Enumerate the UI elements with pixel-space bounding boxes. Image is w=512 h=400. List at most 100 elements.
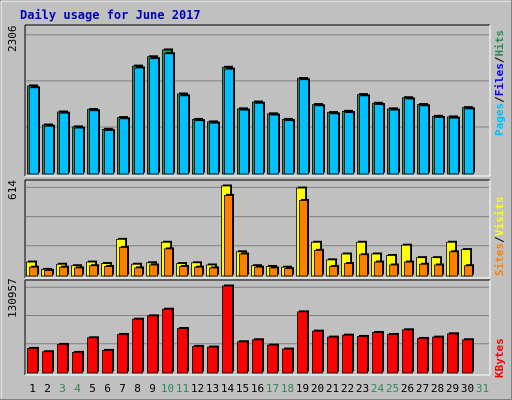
x-tick-label-30: 30	[461, 382, 474, 395]
side-label-separator: /	[493, 236, 506, 243]
x-tick-label-28: 28	[431, 382, 444, 395]
bar-files-10	[164, 53, 174, 175]
ymax-label-hits: 2306	[6, 26, 19, 53]
bar-kbytes-8	[132, 318, 143, 374]
x-tick-label-16: 16	[251, 382, 264, 395]
bar-files-8	[134, 67, 144, 175]
bar-sites-15	[239, 253, 248, 277]
x-tick-label-13: 13	[206, 382, 219, 395]
side-label-sites: Sites	[493, 243, 506, 276]
bar-sites-27	[419, 263, 428, 277]
bar-kbytes-11	[177, 328, 188, 374]
bar-kbytes-14	[222, 285, 233, 374]
bar-files-21	[329, 113, 339, 175]
x-tick-label-20: 20	[311, 382, 324, 395]
bar-kbytes-29	[447, 333, 458, 374]
bar-files-30	[464, 108, 474, 175]
x-tick-label-6: 6	[104, 382, 111, 395]
x-tick-label-5: 5	[89, 382, 96, 395]
bar-files-6	[104, 130, 114, 175]
bar-sites-6	[104, 266, 113, 277]
bar-sites-17	[269, 267, 278, 277]
x-tick-label-1: 1	[29, 382, 36, 395]
bar-kbytes-3	[57, 344, 68, 374]
bar-files-28	[434, 117, 444, 175]
side-label-files: Files	[493, 63, 506, 96]
x-tick-label-8: 8	[134, 382, 141, 395]
x-tick-label-9: 9	[149, 382, 156, 395]
side-labels-sites-visits: Sites/Visits	[493, 197, 506, 277]
side-label-pages: Pages	[493, 103, 506, 136]
side-label-separator: /	[493, 96, 506, 103]
bar-sites-22	[344, 263, 353, 277]
x-tick-label-21: 21	[326, 382, 339, 395]
ymax-label-visits: 614	[6, 180, 19, 200]
bar-kbytes-22	[342, 334, 353, 374]
x-tick-label-7: 7	[119, 382, 126, 395]
bar-sites-10	[164, 248, 173, 277]
bar-kbytes-19	[297, 311, 308, 374]
x-tick-label-2: 2	[44, 382, 51, 395]
bar-files-1	[29, 87, 39, 175]
bar-sites-21	[329, 266, 338, 277]
side-label-hits: Hits	[493, 30, 506, 57]
bar-files-4	[74, 127, 84, 175]
bar-kbytes-24	[372, 332, 383, 374]
bar-sites-7	[119, 247, 128, 277]
bar-files-9	[149, 58, 159, 175]
bar-kbytes-26	[402, 329, 413, 374]
bar-sites-25	[389, 264, 398, 277]
bar-files-2	[44, 125, 54, 175]
x-tick-label-31: 31	[476, 382, 489, 395]
side-label-kbytes: KBytes	[493, 338, 506, 378]
bar-kbytes-12	[192, 346, 203, 374]
bar-kbytes-16	[252, 339, 263, 374]
bar-sites-4	[74, 267, 83, 277]
bar-sites-14	[224, 194, 233, 277]
x-tick-label-24: 24	[371, 382, 385, 395]
bar-sites-1	[29, 266, 38, 277]
bar-kbytes-2	[42, 351, 53, 374]
bar-files-14	[224, 68, 234, 175]
x-tick-label-17: 17	[266, 382, 279, 395]
bar-files-20	[314, 105, 324, 175]
bar-sites-18	[284, 268, 293, 277]
bar-kbytes-27	[417, 338, 428, 374]
bar-kbytes-15	[237, 341, 248, 374]
bar-sites-16	[254, 266, 263, 277]
x-tick-label-27: 27	[416, 382, 429, 395]
bar-kbytes-17	[267, 344, 278, 374]
bar-sites-23	[359, 254, 368, 277]
bar-kbytes-28	[432, 336, 443, 374]
x-tick-label-19: 19	[296, 382, 309, 395]
bar-sites-28	[434, 264, 443, 277]
bar-kbytes-4	[72, 352, 83, 374]
bar-kbytes-6	[102, 350, 113, 374]
x-tick-label-4: 4	[74, 382, 81, 395]
bar-files-17	[269, 114, 279, 175]
x-tick-label-29: 29	[446, 382, 459, 395]
bar-kbytes-21	[327, 336, 338, 374]
x-tick-label-10: 10	[161, 382, 174, 395]
bar-files-15	[239, 109, 249, 175]
bar-kbytes-1	[27, 348, 38, 374]
bar-files-23	[359, 95, 369, 175]
bar-sites-9	[149, 264, 158, 277]
bar-files-3	[59, 112, 69, 175]
bar-sites-12	[194, 266, 203, 277]
bar-kbytes-9	[147, 315, 158, 374]
bar-sites-2	[44, 270, 53, 277]
bar-kbytes-25	[387, 334, 398, 374]
bar-sites-29	[449, 251, 458, 277]
x-tick-label-11: 11	[176, 382, 189, 395]
bar-files-16	[254, 102, 264, 175]
bar-files-22	[344, 112, 354, 175]
x-tick-label-15: 15	[236, 382, 249, 395]
bar-files-25	[389, 109, 399, 175]
bar-sites-11	[179, 266, 188, 277]
bar-files-7	[119, 118, 129, 175]
side-label-separator: /	[493, 56, 506, 63]
bar-kbytes-23	[357, 336, 368, 374]
bar-kbytes-7	[117, 334, 128, 374]
